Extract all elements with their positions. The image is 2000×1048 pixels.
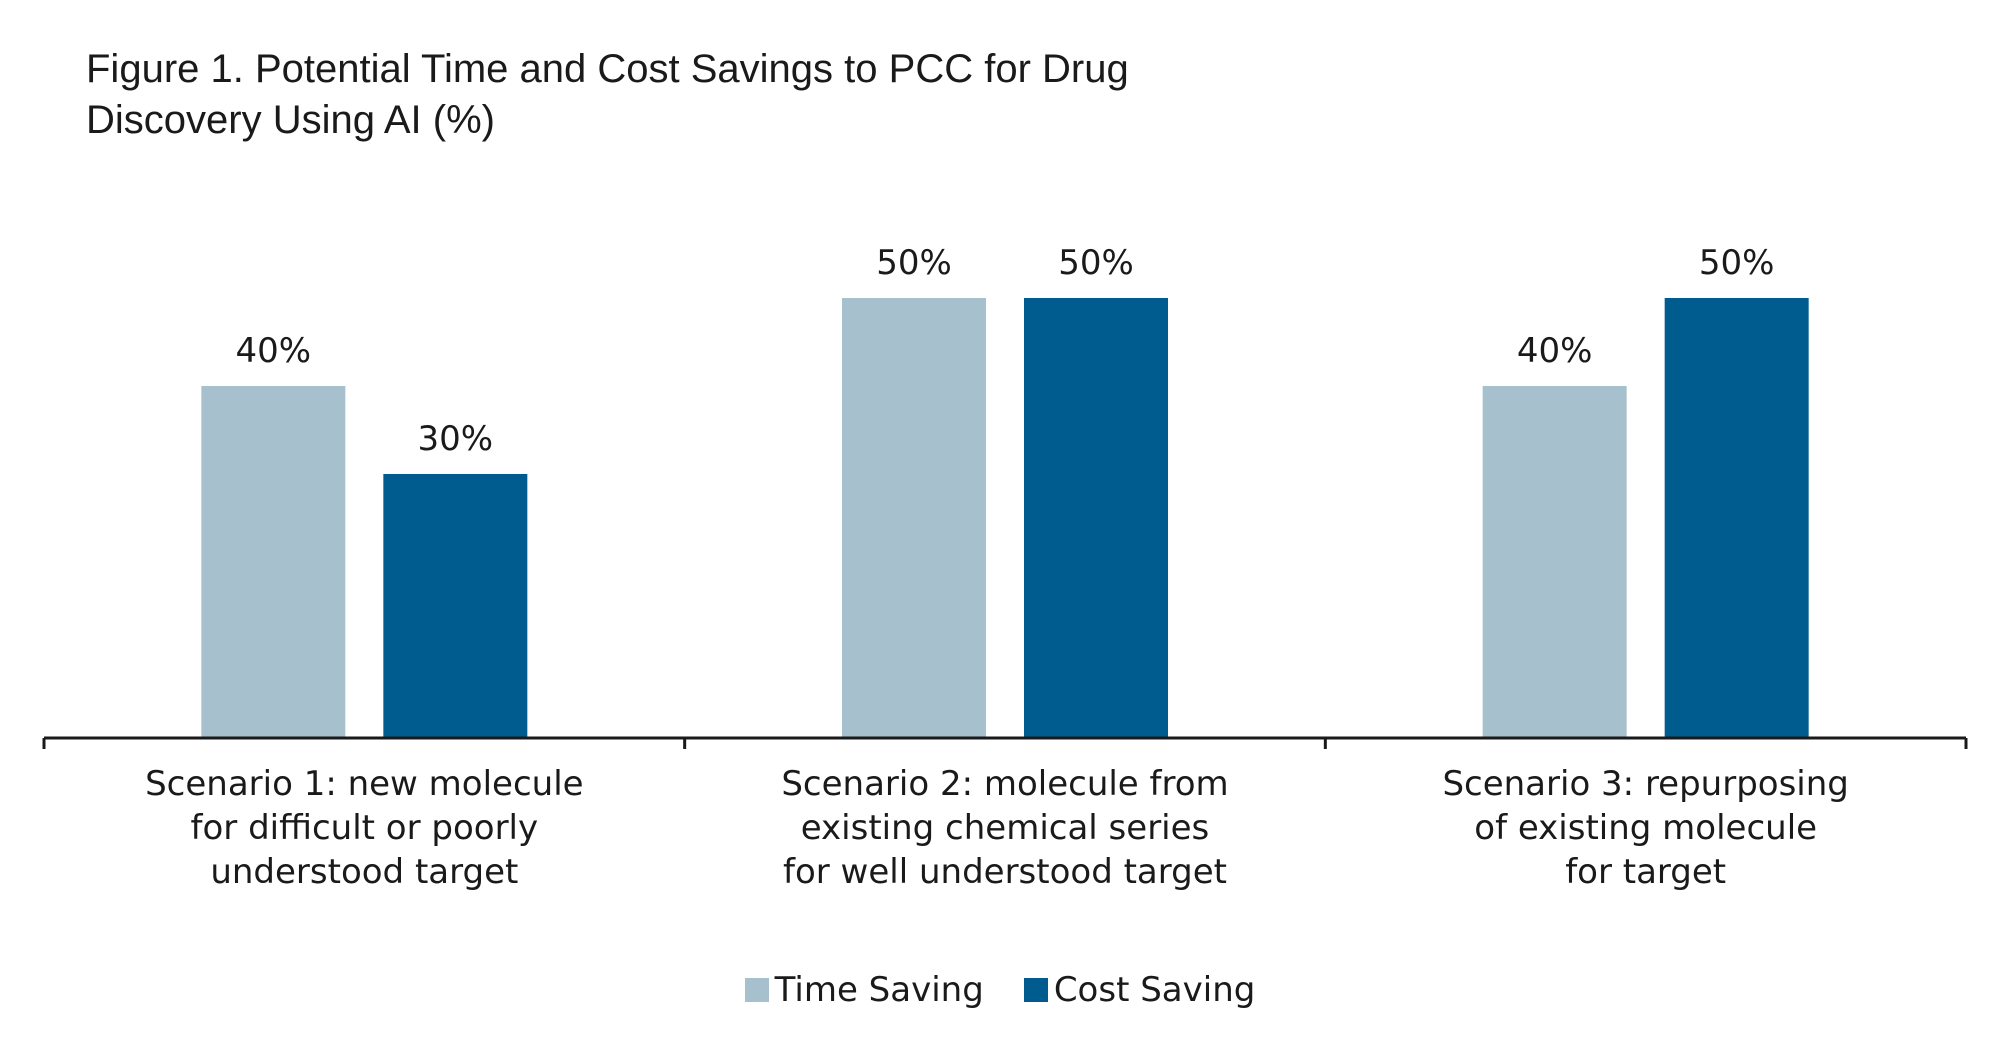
chart-title-line-1: Figure 1. Potential Time and Cost Saving… <box>86 47 1129 91</box>
legend-swatch-cost-saving <box>1023 978 1048 1002</box>
data-label-time-saving-scenario-3: 40% <box>1517 331 1593 371</box>
bar-time-saving-scenario-1 <box>201 386 346 738</box>
bar-time-saving-scenario-3 <box>1482 386 1627 738</box>
chart-title-line-2: Discovery Using AI (%) <box>86 98 495 142</box>
legend-item-cost-saving: Cost Saving <box>1023 970 1256 1010</box>
data-label-time-saving-scenario-1: 40% <box>236 331 312 371</box>
chart-title: Figure 1. Potential Time and Cost Saving… <box>86 44 1286 146</box>
bar-cost-saving-scenario-1 <box>383 474 528 738</box>
bar-time-saving-scenario-2 <box>842 298 986 738</box>
category-label-scenario-1: Scenario 1: new molecule for difficult or… <box>145 764 583 892</box>
category-label-line-3: for target <box>1565 852 1726 892</box>
bar-cost-saving-scenario-3 <box>1664 298 1809 738</box>
category-label-line-1: Scenario 1: new molecule <box>145 764 583 804</box>
data-label-cost-saving-scenario-2: 50% <box>1058 243 1134 283</box>
category-label-line-2: of existing molecule <box>1474 808 1817 848</box>
legend-item-time-saving: Time Saving <box>744 970 984 1010</box>
category-label-line-2: for difficult or poorly <box>191 808 539 848</box>
data-label-time-saving-scenario-2: 50% <box>876 243 952 283</box>
chart-legend: Time Saving Cost Saving <box>0 970 2000 1010</box>
category-label-line-3: for well understood target <box>783 852 1227 892</box>
category-label-line-3: understood target <box>210 852 518 892</box>
legend-swatch-time-saving <box>744 978 769 1002</box>
legend-label-cost-saving: Cost Saving <box>1053 970 1256 1010</box>
data-label-cost-saving-scenario-3: 50% <box>1699 243 1775 283</box>
legend-label-time-saving: Time Saving <box>774 970 984 1010</box>
bar-cost-saving-scenario-2 <box>1024 298 1168 738</box>
data-label-cost-saving-scenario-1: 30% <box>418 419 494 459</box>
category-label-line-1: Scenario 2: molecule from <box>781 764 1228 804</box>
category-label-line-2: existing chemical series <box>801 808 1210 848</box>
category-label-scenario-3: Scenario 3: repurposing of existing molec… <box>1442 764 1848 892</box>
category-label-scenario-2: Scenario 2: molecule from existing chemic… <box>781 764 1228 892</box>
category-label-line-1: Scenario 3: repurposing <box>1442 764 1848 804</box>
